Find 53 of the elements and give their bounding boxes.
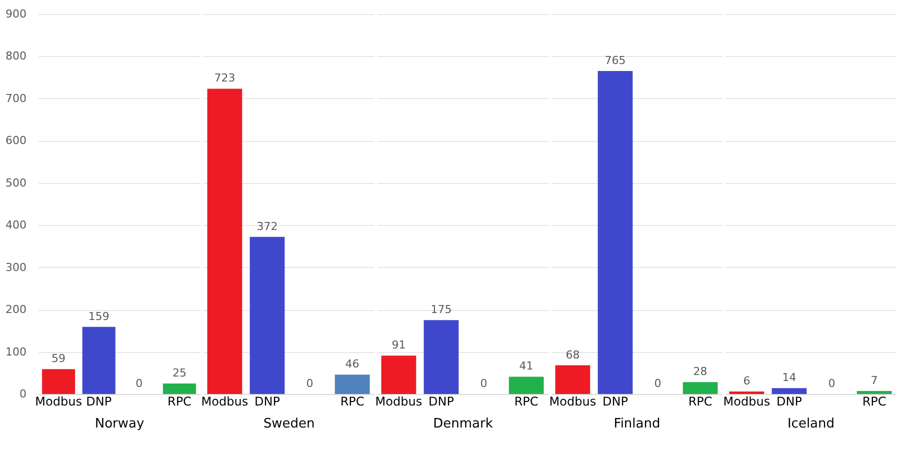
data-label: 25: [172, 366, 186, 380]
y-tick-label: 300: [6, 260, 26, 274]
data-label: 0: [654, 377, 662, 390]
data-label: 59: [52, 352, 66, 366]
bar: [42, 369, 76, 394]
y-tick-label: 0: [20, 388, 26, 400]
x-tick-label: DNP: [428, 394, 454, 408]
x-tick-label: RPC: [688, 394, 712, 408]
x-axis-title: Norway: [94, 416, 144, 432]
data-label: 28: [693, 365, 708, 378]
y-tick-label: 200: [6, 303, 26, 316]
data-label: 7: [870, 374, 878, 388]
x-tick-label: DNP: [776, 394, 802, 408]
data-label: 159: [88, 310, 110, 323]
bar: [82, 326, 116, 394]
data-label: 0: [828, 377, 836, 390]
y-tick-label: 700: [6, 92, 26, 105]
data-label: 0: [306, 377, 314, 390]
data-label: 0: [480, 377, 488, 390]
data-label: 68: [566, 348, 580, 362]
x-tick-label: DNP: [254, 394, 280, 408]
data-label: 14: [782, 371, 796, 384]
x-tick-label: Modbus: [549, 394, 596, 408]
data-label: 6: [743, 374, 750, 388]
y-tick-label: 900: [6, 8, 26, 20]
y-tick-label: 500: [6, 176, 26, 190]
x-tick-label: Modbus: [201, 394, 248, 408]
y-tick-label: 400: [6, 218, 26, 232]
data-label: 91: [392, 338, 406, 352]
x-tick-label: DNP: [86, 394, 112, 408]
y-tick-label: 100: [6, 345, 26, 358]
x-tick-label: DNP: [602, 394, 628, 408]
x-axis-title: Finland: [614, 416, 660, 432]
data-label: 175: [430, 303, 452, 316]
x-tick-label: RPC: [340, 394, 364, 408]
x-tick-label: RPC: [862, 394, 886, 408]
data-label: 41: [519, 360, 534, 373]
x-tick-label: RPC: [514, 394, 538, 408]
x-tick-label: RPC: [167, 394, 192, 408]
bar: [162, 383, 196, 394]
data-label: 765: [604, 54, 626, 67]
x-tick-label: Modbus: [35, 394, 82, 408]
data-label: 0: [136, 377, 143, 390]
data-label: 46: [345, 358, 360, 371]
x-axis-title: Iceland: [787, 416, 835, 432]
x-tick-label: Modbus: [375, 394, 422, 408]
x-axis-title: Denmark: [433, 416, 494, 432]
y-tick-label: 800: [6, 50, 26, 63]
data-label: 372: [256, 220, 278, 233]
x-axis-title: Sweden: [263, 416, 315, 432]
x-tick-label: Modbus: [723, 394, 770, 408]
data-label: 723: [214, 72, 236, 85]
y-tick-label: 600: [6, 134, 26, 148]
